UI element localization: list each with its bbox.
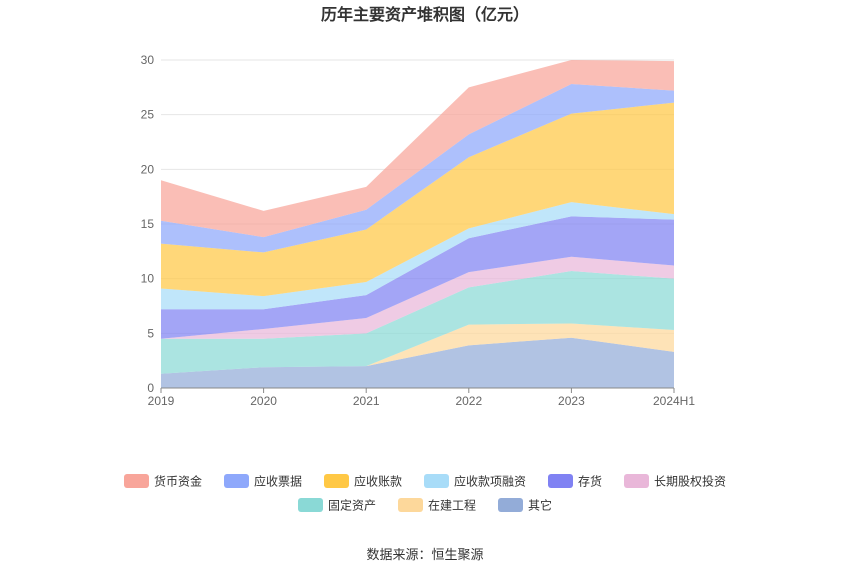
y-tick-label: 25	[141, 108, 155, 122]
legend-item[interactable]: 应收账款	[324, 474, 402, 489]
legend-swatch	[324, 474, 349, 488]
series-area[interactable]	[161, 323, 674, 374]
legend-item[interactable]: 应收款项融资	[424, 474, 526, 489]
series-areas	[161, 60, 674, 388]
legend-label: 存货	[578, 474, 602, 489]
legend-item[interactable]: 固定资产	[298, 498, 376, 513]
y-tick-label: 5	[147, 326, 154, 340]
legend-swatch	[124, 474, 149, 488]
legend-item[interactable]: 其它	[498, 498, 552, 513]
legend-swatch	[548, 474, 573, 488]
legend-swatch	[498, 498, 523, 512]
series-area[interactable]	[161, 202, 674, 310]
legend-label: 长期股权投资	[654, 474, 726, 489]
legend-swatch	[224, 474, 249, 488]
legend-item[interactable]: 存货	[548, 474, 602, 489]
x-tick-label: 2019	[148, 394, 175, 408]
series-area[interactable]	[161, 102, 674, 297]
series-area[interactable]	[161, 84, 674, 253]
y-tick-label: 20	[141, 162, 155, 176]
legend-swatch	[298, 498, 323, 512]
legend-item[interactable]: 在建工程	[398, 498, 476, 513]
series-area[interactable]	[161, 60, 674, 238]
axes: 2019 2020 2021 2022 2023 2024H1 0 5 10 15 20 25 30	[141, 53, 696, 408]
series-area[interactable]	[161, 256, 674, 339]
legend-swatch	[424, 474, 449, 488]
y-tick-label: 0	[147, 381, 154, 395]
legend-label: 应收款项融资	[454, 474, 526, 489]
legend-swatch	[398, 498, 423, 512]
legend-label: 货币资金	[154, 474, 202, 489]
legend-item[interactable]: 长期股权投资	[624, 474, 726, 489]
series-area[interactable]	[161, 337, 674, 388]
chart-source-note: 数据来源：恒生聚源	[366, 547, 483, 562]
y-tick-label: 15	[141, 217, 155, 231]
legend-swatch	[624, 474, 649, 488]
y-tick-label: 30	[141, 53, 155, 67]
legend-label: 其它	[528, 498, 552, 513]
legend-item[interactable]: 货币资金	[124, 474, 202, 489]
series-area[interactable]	[161, 271, 674, 374]
y-tick-label: 10	[141, 272, 155, 286]
chart-title: 历年主要资产堆积图（亿元）	[321, 5, 529, 24]
legend-label: 在建工程	[428, 498, 476, 513]
x-tick-label: 2021	[353, 394, 380, 408]
x-tick-label: 2020	[250, 394, 277, 408]
x-tick-label: 2022	[455, 394, 482, 408]
legend-label: 应收票据	[254, 474, 302, 489]
legend-label: 应收账款	[354, 474, 402, 489]
x-tick-label: 2024H1	[653, 394, 695, 408]
series-area[interactable]	[161, 216, 674, 339]
x-tick-label: 2023	[558, 394, 585, 408]
legend-item[interactable]: 应收票据	[224, 474, 302, 489]
legend-label: 固定资产	[328, 498, 376, 513]
